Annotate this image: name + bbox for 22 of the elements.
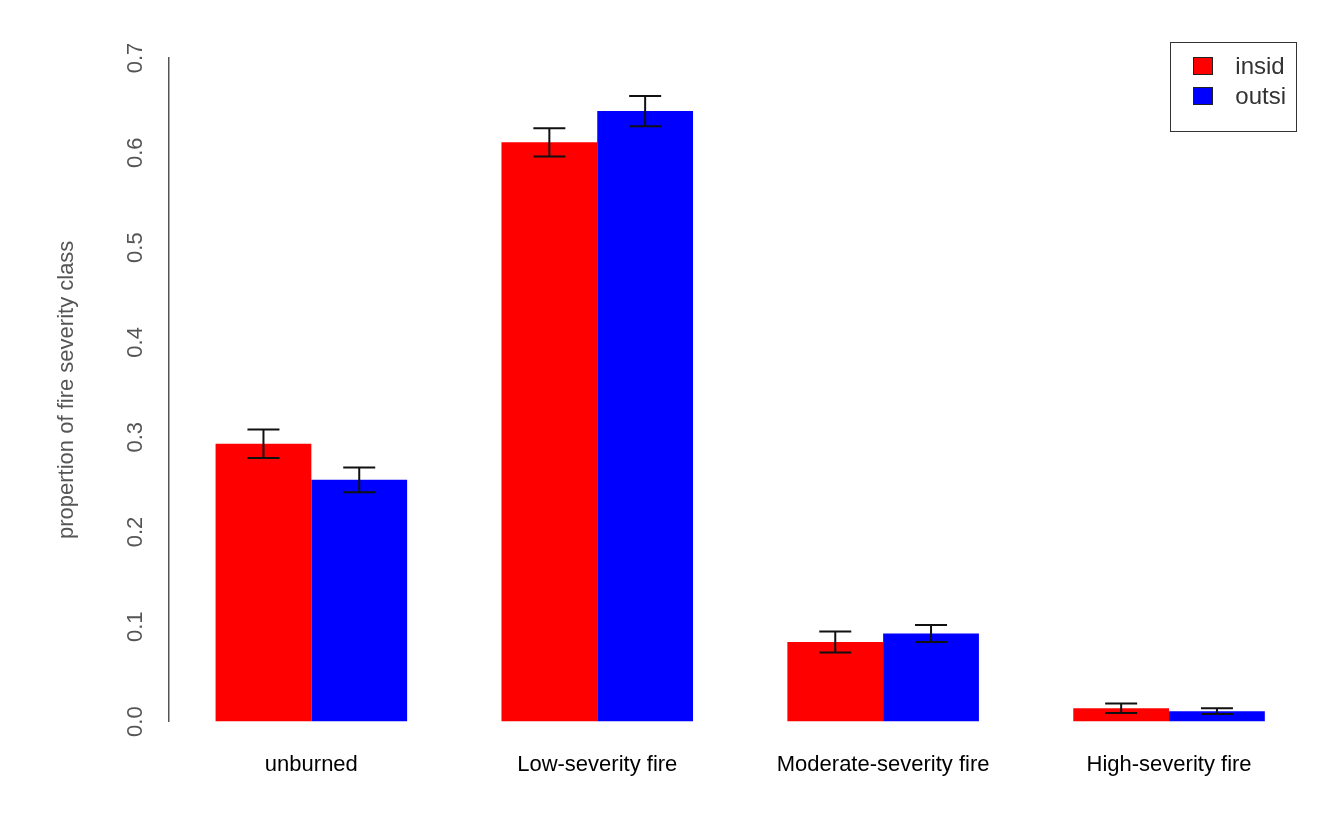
bar: [597, 111, 694, 722]
y-tick-label: 0.6: [122, 137, 148, 169]
bar: [215, 443, 312, 722]
x-tick-label: Low-severity fire: [517, 750, 678, 776]
y-tick-label: 0.4: [122, 327, 148, 358]
y-axis-title: propertion of fire severity class: [53, 240, 79, 539]
y-tick-label: 0.1: [122, 611, 148, 643]
bar: [311, 479, 408, 722]
bar: [787, 641, 884, 722]
x-tick-label: High-severity fire: [1086, 750, 1252, 776]
x-tick-label: Moderate-severity fire: [776, 750, 990, 776]
legend-label: outsi: [1235, 82, 1286, 110]
bar: [501, 142, 598, 722]
y-tick-label: 0.3: [122, 421, 148, 453]
bar: [883, 633, 979, 722]
legend-label: insid: [1235, 52, 1285, 80]
x-tick-label: unburned: [264, 750, 358, 776]
bar: [1073, 708, 1170, 722]
y-tick-label: 0.5: [122, 232, 148, 263]
y-tick-label: 0.2: [122, 516, 148, 548]
y-tick-label: 0.7: [122, 42, 148, 74]
y-tick-label: 0.0: [122, 706, 148, 737]
